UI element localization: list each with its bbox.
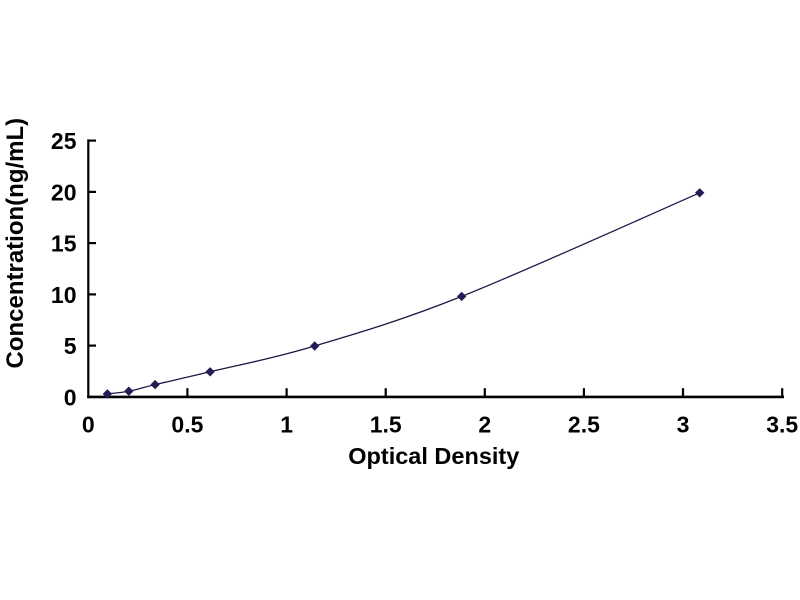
svg-text:25: 25: [51, 128, 77, 154]
svg-text:15: 15: [51, 231, 77, 257]
svg-text:0: 0: [64, 385, 77, 411]
svg-text:3: 3: [677, 412, 690, 438]
svg-text:10: 10: [51, 282, 77, 308]
svg-text:Concentration(ng/mL): Concentration(ng/mL): [2, 118, 29, 369]
svg-text:0: 0: [82, 412, 95, 438]
svg-text:1: 1: [280, 412, 293, 438]
svg-text:1.5: 1.5: [370, 412, 402, 438]
svg-text:Optical Density: Optical Density: [348, 443, 519, 469]
svg-text:2: 2: [478, 412, 491, 438]
svg-text:0.5: 0.5: [171, 412, 203, 438]
svg-text:20: 20: [51, 180, 77, 206]
svg-text:2.5: 2.5: [568, 412, 600, 438]
svg-text:3.5: 3.5: [766, 412, 798, 438]
svg-text:5: 5: [64, 333, 77, 359]
